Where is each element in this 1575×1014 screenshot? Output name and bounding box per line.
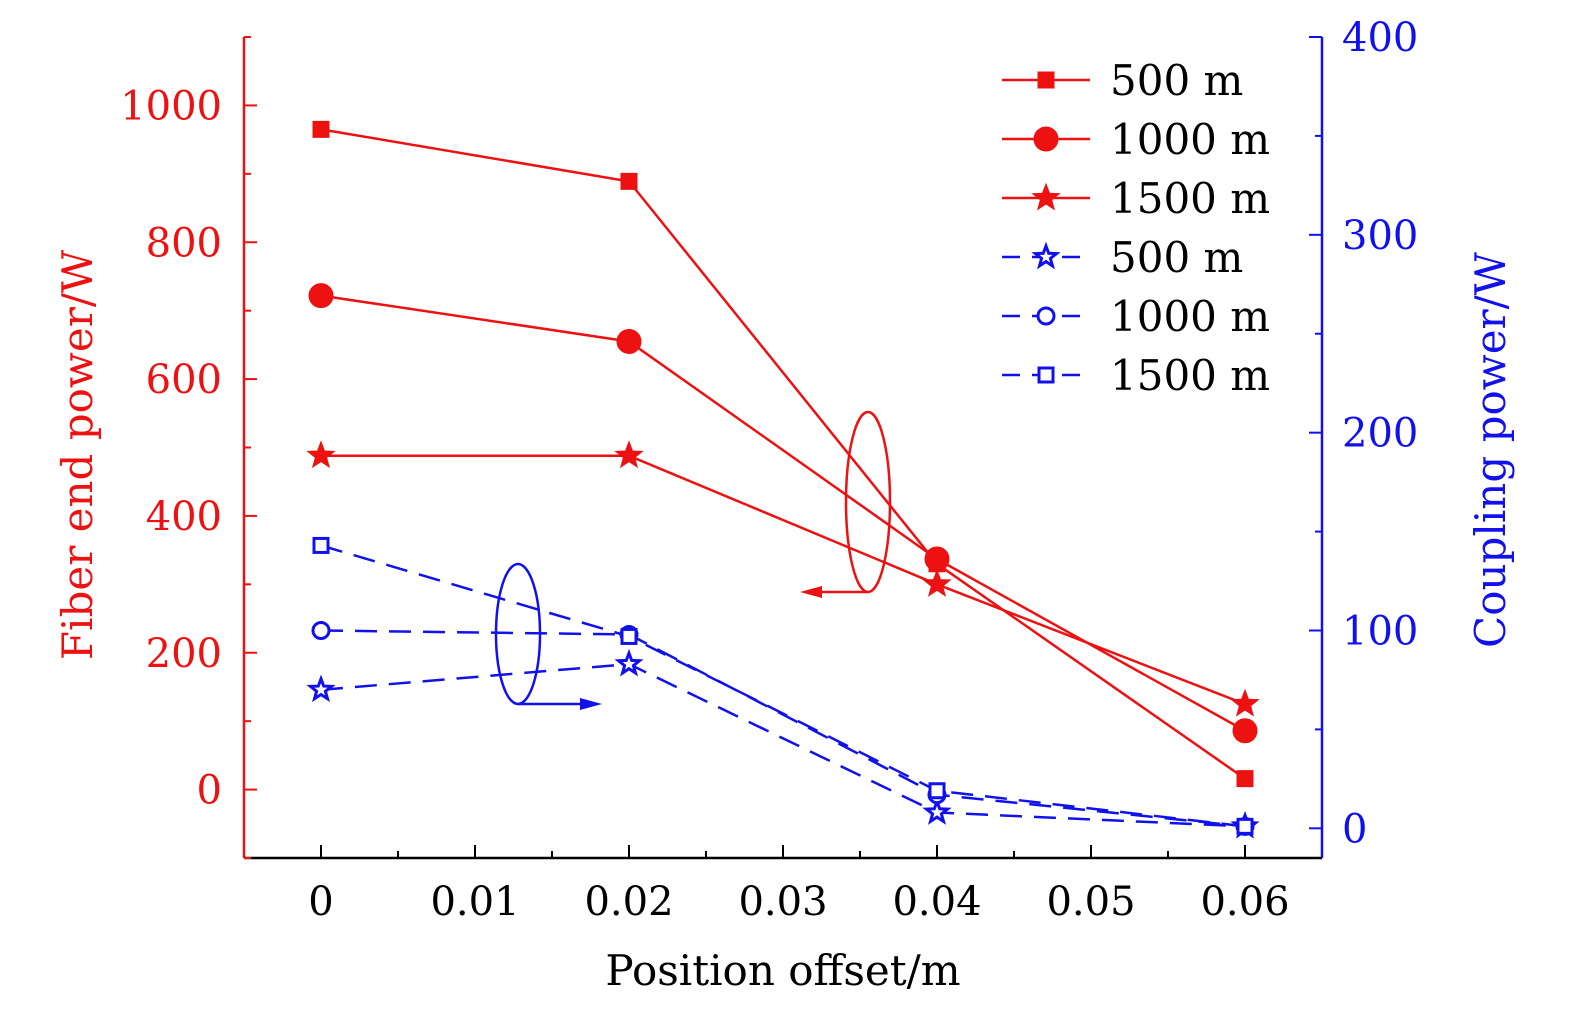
series-line-right-3 bbox=[320, 662, 1246, 828]
y-left-tick-label: 0 bbox=[197, 768, 222, 814]
legend-label: 1000 m bbox=[1110, 115, 1270, 164]
y-right-tick-label: 400 bbox=[1342, 15, 1418, 61]
y-left-tick-label: 800 bbox=[146, 220, 222, 266]
series-line-left-2 bbox=[321, 454, 1246, 706]
legend-marker bbox=[1037, 366, 1055, 384]
y-right-tick-label: 100 bbox=[1342, 608, 1418, 654]
y-right-tick-label: 300 bbox=[1342, 213, 1418, 259]
legend-marker bbox=[1036, 306, 1056, 326]
data-point-left-2 bbox=[614, 440, 644, 469]
legend-marker bbox=[1031, 241, 1061, 270]
x-tick-label: 0.03 bbox=[738, 879, 827, 925]
y-left-tick-label: 600 bbox=[146, 357, 222, 403]
y-left-tick-label: 400 bbox=[146, 494, 222, 540]
data-point-left-0 bbox=[1236, 770, 1254, 788]
series-line-right-4 bbox=[320, 629, 1246, 828]
data-point-left-1 bbox=[616, 328, 642, 354]
y-left-axis-label: Fiber end power/W bbox=[53, 249, 102, 660]
data-point-left-0 bbox=[620, 172, 638, 190]
legend-marker bbox=[1037, 71, 1055, 89]
x-axis-label: Position offset/m bbox=[605, 946, 960, 995]
data-point-left-2 bbox=[1230, 688, 1260, 717]
data-point-right-5 bbox=[928, 782, 946, 800]
data-point-right-5 bbox=[312, 536, 330, 554]
legend-label: 500 m bbox=[1110, 233, 1243, 282]
red-arrowhead-icon bbox=[800, 586, 822, 598]
y-left-tick-label: 1000 bbox=[120, 83, 222, 129]
x-tick-label: 0 bbox=[308, 879, 333, 925]
y-right-axis-label: Coupling power/W bbox=[1466, 251, 1515, 648]
legend-label: 500 m bbox=[1110, 56, 1243, 105]
data-point-left-0 bbox=[312, 120, 330, 138]
legend-label: 1500 m bbox=[1110, 174, 1270, 223]
y-right-tick-label: 200 bbox=[1342, 411, 1418, 457]
data-point-right-3 bbox=[922, 797, 952, 825]
data-point-right-5 bbox=[620, 627, 638, 645]
data-point-left-1 bbox=[1232, 718, 1258, 744]
series-line-left-0 bbox=[320, 128, 1246, 780]
data-point-right-3 bbox=[614, 648, 644, 677]
data-point-right-3 bbox=[306, 674, 336, 703]
x-tick-label: 0.06 bbox=[1200, 879, 1289, 925]
series-line-right-5 bbox=[320, 544, 1246, 828]
y-right-tick-label: 0 bbox=[1342, 806, 1367, 852]
legend-marker bbox=[1031, 182, 1061, 211]
blue-arrowhead-icon bbox=[580, 698, 602, 710]
legend-label: 1500 m bbox=[1110, 351, 1270, 400]
data-point-left-2 bbox=[922, 568, 952, 597]
x-tick-label: 0.05 bbox=[1046, 879, 1135, 925]
red-group-ellipse bbox=[844, 410, 892, 594]
legend-label: 1000 m bbox=[1110, 292, 1270, 341]
legend-marker bbox=[1033, 126, 1059, 152]
series-line-left-1 bbox=[320, 294, 1246, 732]
data-point-left-2 bbox=[306, 440, 336, 469]
x-tick-label: 0.04 bbox=[892, 879, 981, 925]
y-left-tick-label: 200 bbox=[146, 631, 222, 677]
data-point-right-5 bbox=[1236, 817, 1254, 835]
data-point-left-1 bbox=[308, 283, 334, 309]
x-tick-label: 0.01 bbox=[430, 879, 519, 925]
data-point-right-4 bbox=[311, 620, 331, 640]
data-point-left-1 bbox=[924, 546, 950, 572]
x-tick-label: 0.02 bbox=[584, 879, 673, 925]
